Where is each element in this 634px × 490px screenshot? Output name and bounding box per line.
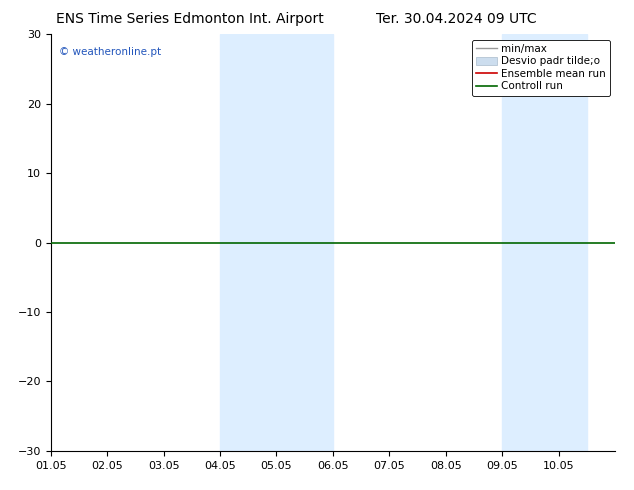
Bar — [220, 34, 333, 451]
Legend: min/max, Desvio padr tilde;o, Ensemble mean run, Controll run: min/max, Desvio padr tilde;o, Ensemble m… — [472, 40, 610, 96]
Text: ENS Time Series Edmonton Int. Airport: ENS Time Series Edmonton Int. Airport — [56, 12, 324, 26]
Text: Ter. 30.04.2024 09 UTC: Ter. 30.04.2024 09 UTC — [376, 12, 537, 26]
Bar — [502, 34, 587, 451]
Text: © weatheronline.pt: © weatheronline.pt — [59, 47, 161, 57]
